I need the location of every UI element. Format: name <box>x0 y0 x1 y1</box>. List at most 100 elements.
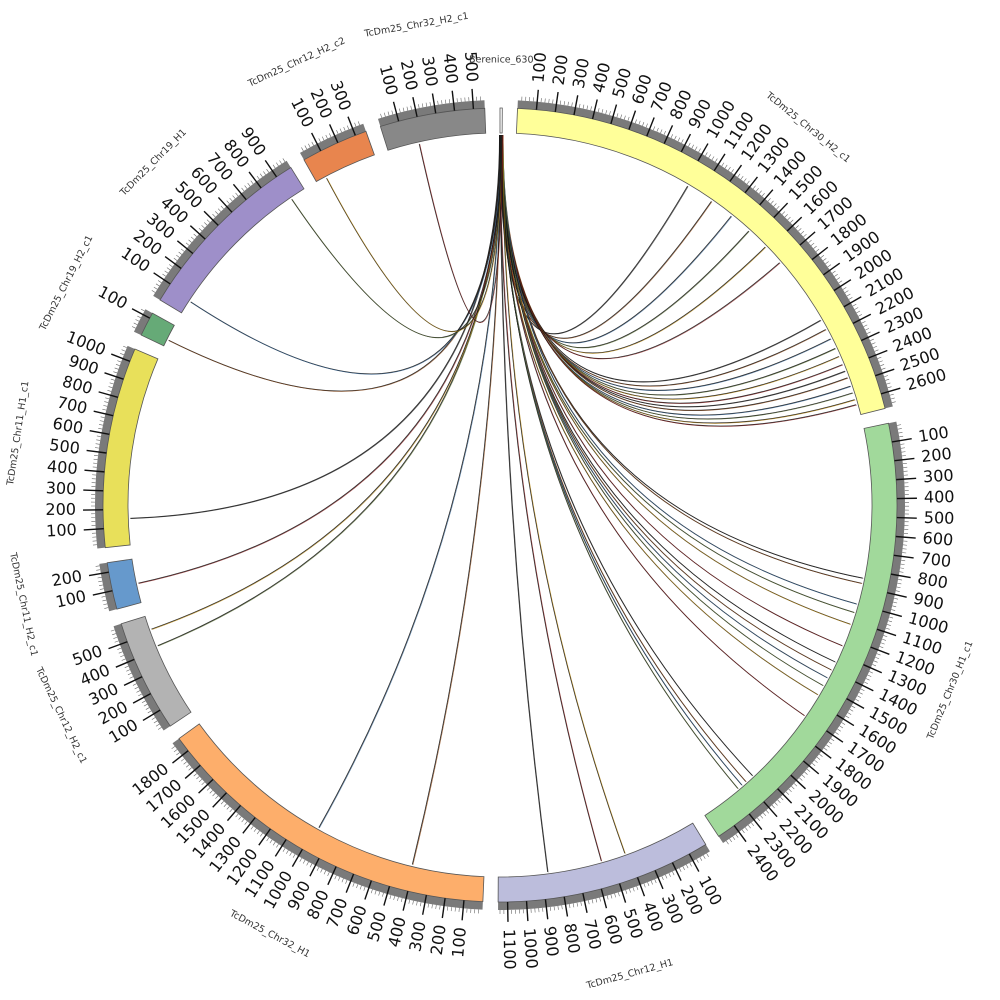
major-tick <box>894 457 915 462</box>
minor-tick <box>776 205 780 210</box>
minor-tick <box>393 895 395 901</box>
link-30 <box>500 134 753 776</box>
minor-tick <box>893 601 898 604</box>
major-tick <box>461 900 465 921</box>
tick-label: 300 <box>418 55 442 88</box>
minor-tick <box>104 607 109 609</box>
link-31 <box>500 135 747 782</box>
minor-tick <box>98 580 103 583</box>
segment-label-tcdm25-chr12-h1: TcDm25_Chr12_H1 <box>584 957 674 992</box>
minor-tick <box>816 756 821 760</box>
minor-tick <box>563 101 565 106</box>
minor-tick <box>858 692 863 695</box>
major-tick <box>763 801 778 818</box>
minor-tick <box>98 584 104 586</box>
minor-tick <box>282 848 286 852</box>
major-tick <box>646 117 655 137</box>
major-tick <box>212 792 227 808</box>
major-tick <box>636 877 646 897</box>
segment-tcdm25-chr32-h2-c1 <box>379 107 487 151</box>
minor-tick <box>885 378 890 381</box>
major-tick <box>628 110 637 130</box>
minor-tick <box>597 108 600 113</box>
link-41 <box>138 135 504 584</box>
minor-tick <box>590 106 592 111</box>
minor-tick <box>825 261 829 265</box>
segments-layer <box>94 100 905 910</box>
major-tick <box>823 262 841 276</box>
link-highlight-46 <box>326 135 503 333</box>
minor-tick <box>321 136 325 141</box>
minor-tick <box>882 638 887 641</box>
minor-tick <box>601 109 604 114</box>
minor-tick <box>155 283 160 287</box>
minor-tick <box>117 647 122 650</box>
minor-tick <box>120 353 124 356</box>
minor-tick <box>105 397 110 400</box>
links-layer <box>130 134 864 873</box>
minor-tick <box>95 565 100 567</box>
minor-tick <box>620 114 623 119</box>
minor-tick <box>760 815 764 819</box>
major-tick <box>184 764 201 779</box>
major-tick <box>88 571 109 577</box>
minor-tick <box>141 700 146 704</box>
minor-tick <box>380 113 382 118</box>
minor-tick <box>617 892 620 897</box>
minor-tick <box>196 776 200 780</box>
minor-tick <box>854 307 859 310</box>
minor-tick <box>860 688 865 691</box>
minor-tick <box>190 236 195 240</box>
link-highlight-35 <box>499 135 603 862</box>
segment-label-tcdm25-chr19-h2-c1: TcDm25_Chr19_H2_c1 <box>37 234 95 334</box>
tick-track-tcdm25-chr12-h1 <box>498 844 710 910</box>
minor-tick <box>247 182 251 187</box>
minor-tick <box>899 435 904 438</box>
minor-tick <box>696 858 699 863</box>
minor-tick <box>316 867 320 871</box>
minor-tick <box>721 162 725 167</box>
minor-tick <box>406 106 409 111</box>
minor-tick <box>780 796 784 801</box>
major-tick <box>836 714 855 727</box>
minor-tick <box>412 900 414 905</box>
major-tick <box>203 210 219 226</box>
minor-tick <box>250 826 254 830</box>
major-tick <box>309 858 320 877</box>
minor-tick <box>880 364 885 367</box>
minor-tick <box>147 710 152 714</box>
minor-tick <box>892 605 897 608</box>
major-tick <box>610 104 618 124</box>
link-highlight-30 <box>500 135 754 777</box>
minor-tick <box>681 139 684 144</box>
minor-tick <box>399 108 401 113</box>
minor-tick <box>724 164 728 169</box>
minor-tick <box>691 144 694 149</box>
minor-tick <box>765 810 770 814</box>
minor-tick <box>206 219 211 223</box>
major-tick <box>189 225 206 240</box>
minor-tick <box>276 843 279 848</box>
tick-label: 500 <box>48 435 81 458</box>
link-43 <box>168 134 501 392</box>
minor-tick <box>341 878 344 883</box>
major-tick <box>176 240 194 255</box>
minor-tick <box>338 876 341 881</box>
minor-tick <box>886 624 891 626</box>
tick-label: 400 <box>46 457 78 478</box>
minor-tick <box>188 239 192 243</box>
minor-tick <box>354 122 357 127</box>
minor-tick <box>887 386 892 389</box>
major-tick <box>833 279 852 292</box>
minor-tick <box>343 126 346 131</box>
link-highlight-38 <box>319 135 502 829</box>
minor-tick <box>901 451 906 453</box>
minor-tick <box>226 200 230 204</box>
major-tick <box>402 890 409 911</box>
link-38 <box>318 135 502 828</box>
minor-tick <box>325 134 328 139</box>
minor-tick <box>204 222 208 226</box>
minor-tick <box>339 128 342 133</box>
minor-tick <box>198 227 203 232</box>
minor-tick <box>645 123 648 128</box>
